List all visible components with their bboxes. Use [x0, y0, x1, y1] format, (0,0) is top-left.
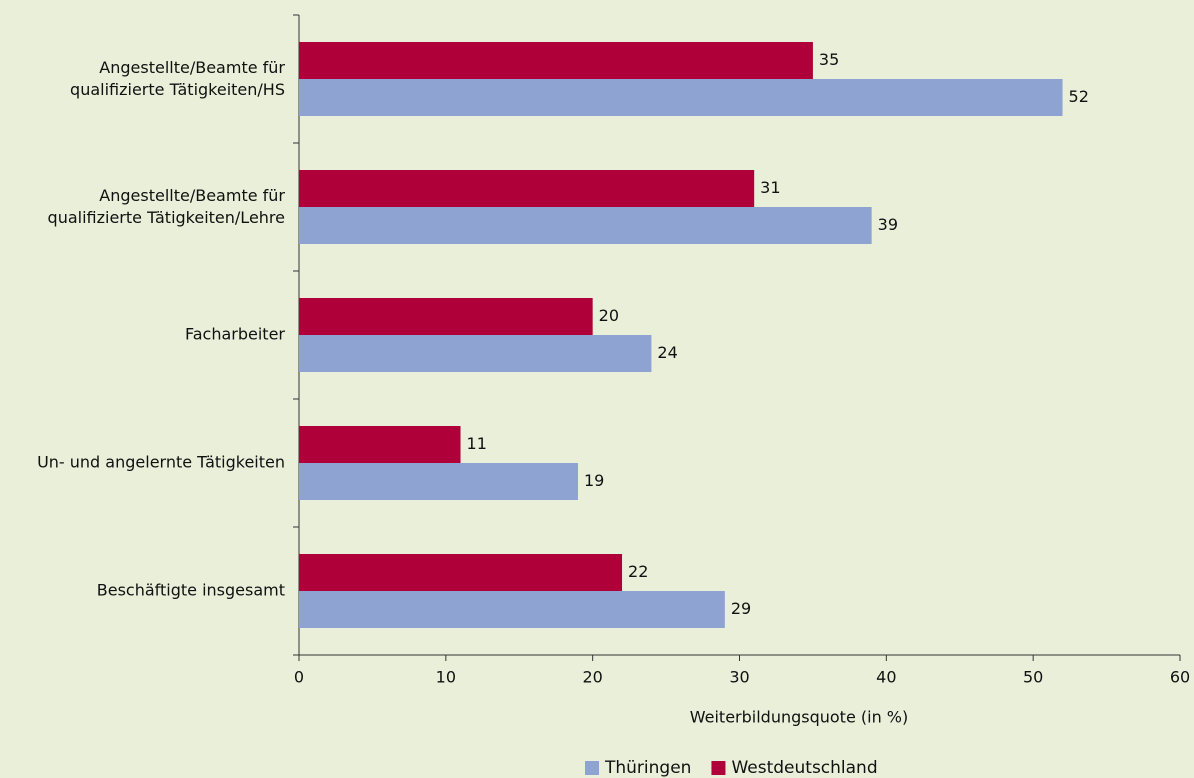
bar: [299, 591, 725, 628]
bar: [299, 207, 872, 244]
x-axis-label: Weiterbildungsquote (in %): [690, 708, 909, 727]
legend-label: Westdeutschland: [731, 758, 877, 778]
legend-swatch: [711, 761, 726, 775]
x-tick-label: 50: [1023, 668, 1043, 687]
bar: [299, 298, 593, 335]
x-tick-label: 10: [436, 668, 456, 687]
y-tick-label: Beschäftigte insgesamt: [97, 581, 285, 600]
y-tick-label: Angestellte/Beamte für qualifizierte Täti…: [48, 186, 286, 227]
bar: [299, 79, 1063, 116]
data-label: 19: [584, 471, 604, 490]
data-label: 11: [467, 434, 487, 453]
data-label: 29: [731, 599, 751, 618]
x-tick-label: 20: [582, 668, 602, 687]
x-tick-label: 0: [294, 668, 304, 687]
data-label: 22: [628, 562, 648, 581]
bar: [299, 463, 578, 500]
data-label: 52: [1069, 87, 1089, 106]
bar: [299, 554, 623, 591]
x-tick-label: 60: [1170, 668, 1190, 687]
data-label: 39: [878, 215, 898, 234]
data-label: 24: [657, 343, 677, 362]
bar: [299, 426, 461, 463]
legend-swatch: [585, 761, 599, 775]
x-tick-label: 30: [729, 668, 749, 687]
y-tick-label: Facharbeiter: [185, 325, 285, 344]
y-tick-label: Un- und angelernte Tätigkeiten: [37, 453, 285, 472]
y-tick-label: Angestellte/Beamte für qualifizierte Täti…: [70, 58, 285, 99]
data-label: 20: [599, 306, 619, 325]
bar: [299, 170, 755, 207]
legend-label: Thüringen: [604, 758, 691, 778]
data-label: 31: [760, 178, 780, 197]
bar: [299, 42, 813, 79]
data-label: 35: [819, 50, 839, 69]
bar: [299, 335, 652, 372]
x-tick-label: 40: [876, 668, 896, 687]
